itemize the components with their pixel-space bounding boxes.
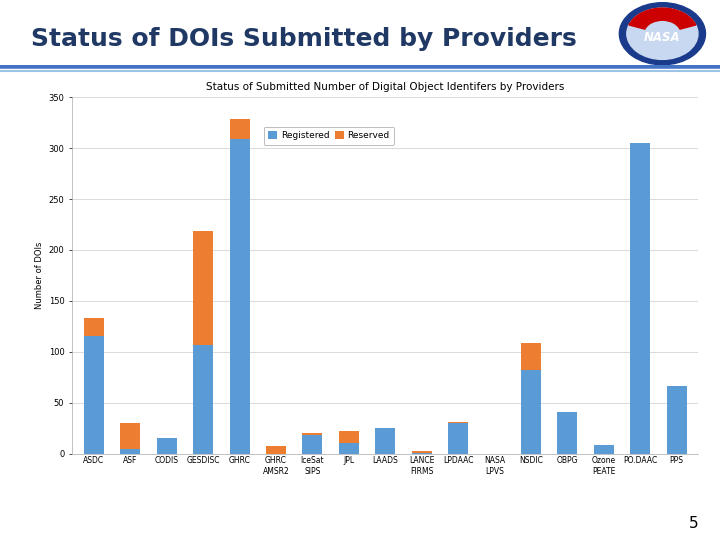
Bar [448,423,468,454]
Circle shape [627,8,698,59]
Bar [193,231,213,345]
Bar [120,449,140,454]
Text: 5: 5 [689,516,698,531]
Bar [339,431,359,443]
Bar [120,423,140,449]
Bar [412,450,431,453]
Bar [375,428,395,454]
Text: NASA Data Provider: NASA Data Provider [258,508,376,517]
Bar [521,370,541,454]
Y-axis label: Number of DOIs: Number of DOIs [35,242,45,309]
Bar [448,422,468,423]
Bar [630,143,650,454]
Bar [193,345,213,454]
Bar [557,412,577,454]
Title: Status of Submitted Number of Digital Object Identifers by Providers: Status of Submitted Number of Digital Ob… [206,82,564,92]
Bar [84,336,104,454]
Bar [594,446,613,454]
Bar [412,453,431,454]
Bar [521,342,541,370]
Text: NASA: NASA [644,31,680,44]
Bar [302,435,323,454]
Bar [230,119,250,139]
Bar [339,443,359,454]
Bar [266,447,286,454]
Text: Status of DOIs Submitted by Providers: Status of DOIs Submitted by Providers [30,27,576,51]
Bar [302,433,323,435]
Bar [667,387,687,454]
Bar [84,318,104,336]
Circle shape [619,3,706,65]
Legend: Registered, Reserved: Registered, Reserved [264,127,394,145]
Bar [157,438,176,454]
Wedge shape [629,8,696,29]
Bar [230,139,250,454]
